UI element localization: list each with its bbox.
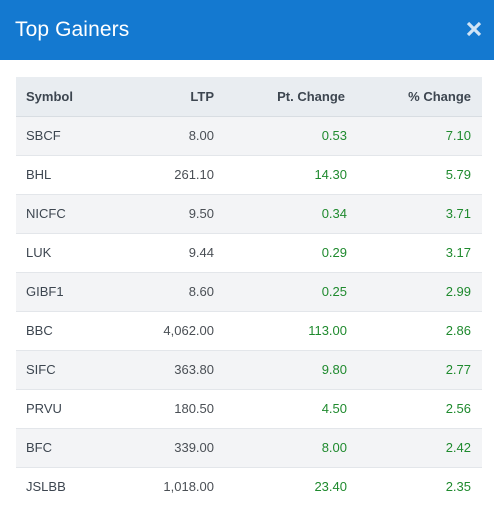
modal-header: Top Gainers [0,0,494,60]
column-header-pt-change[interactable]: Pt. Change [214,77,347,117]
table-row[interactable]: BBC 4,062.00 113.00 2.86 [16,311,482,351]
cell-pt-change: 14.30 [214,155,347,195]
cell-pct-change: 2.56 [347,389,482,429]
table-row[interactable]: SIFC 363.80 9.80 2.77 [16,350,482,390]
table-row[interactable]: JSLBB 1,018.00 23.40 2.35 [16,467,482,505]
cell-symbol: BHL [16,155,116,195]
gainers-table: Symbol LTP Pt. Change % Change SBCF 8.00… [16,77,482,505]
column-header-ltp[interactable]: LTP [116,77,214,117]
column-header-symbol[interactable]: Symbol [16,77,116,117]
cell-pt-change: 8.00 [214,428,347,468]
cell-pct-change: 2.99 [347,272,482,312]
table-row[interactable]: SBCF 8.00 0.53 7.10 [16,116,482,156]
modal-title: Top Gainers [15,18,130,41]
table-row[interactable]: BHL 261.10 14.30 5.79 [16,155,482,195]
cell-pct-change: 2.42 [347,428,482,468]
cell-pct-change: 7.10 [347,116,482,156]
cell-pt-change: 0.34 [214,194,347,234]
cell-pt-change: 23.40 [314,479,347,495]
cell-pt-change: 0.25 [214,272,347,312]
cell-pt-change: 113.00 [214,311,347,351]
cell-symbol: SIFC [16,350,116,390]
cell-pct-change: 5.79 [347,155,482,195]
cell-pt-change: 0.53 [214,116,347,156]
cell-pct-change: 2.77 [347,350,482,390]
table-header-row: Symbol LTP Pt. Change % Change [16,77,482,117]
table-row[interactable]: LUK 9.44 0.29 3.17 [16,233,482,273]
cell-pct-change: 3.17 [347,233,482,273]
cell-ltp: 8.00 [116,116,214,156]
cell-ltp: 9.50 [116,194,214,234]
cell-ltp: 1,018.00 [163,479,214,495]
cell-pt-change: 9.80 [214,350,347,390]
gainers-table-wrapper: Symbol LTP Pt. Change % Change SBCF 8.00… [16,77,482,505]
cell-pt-change: 0.29 [214,233,347,273]
table-row[interactable]: PRVU 180.50 4.50 2.56 [16,389,482,429]
table-row[interactable]: NICFC 9.50 0.34 3.71 [16,194,482,234]
cell-ltp: 363.80 [116,350,214,390]
cell-symbol: PRVU [16,389,116,429]
cell-symbol: SBCF [16,116,116,156]
close-button[interactable] [464,19,484,39]
cell-symbol: BFC [16,428,116,468]
close-icon [466,21,482,37]
cell-pct-change: 3.71 [347,194,482,234]
cell-symbol: LUK [16,233,116,273]
cell-ltp: 9.44 [116,233,214,273]
cell-pct-change: 2.35 [445,479,471,495]
cell-ltp: 339.00 [116,428,214,468]
cell-ltp: 261.10 [116,155,214,195]
table-body: SBCF 8.00 0.53 7.10 BHL 261.10 14.30 5.7… [16,116,482,505]
cell-symbol: BBC [16,311,116,351]
table-header: Symbol LTP Pt. Change % Change [16,77,482,117]
table-row[interactable]: GIBF1 8.60 0.25 2.99 [16,272,482,312]
cell-symbol: NICFC [16,194,116,234]
cell-pct-change: 2.86 [347,311,482,351]
cell-ltp: 4,062.00 [116,311,214,351]
cell-symbol: GIBF1 [16,272,116,312]
cell-pt-change: 4.50 [214,389,347,429]
cell-ltp: 180.50 [116,389,214,429]
column-header-pct-change[interactable]: % Change [347,77,482,117]
cell-symbol: JSLBB [26,479,66,495]
cell-ltp: 8.60 [116,272,214,312]
table-row[interactable]: BFC 339.00 8.00 2.42 [16,428,482,468]
